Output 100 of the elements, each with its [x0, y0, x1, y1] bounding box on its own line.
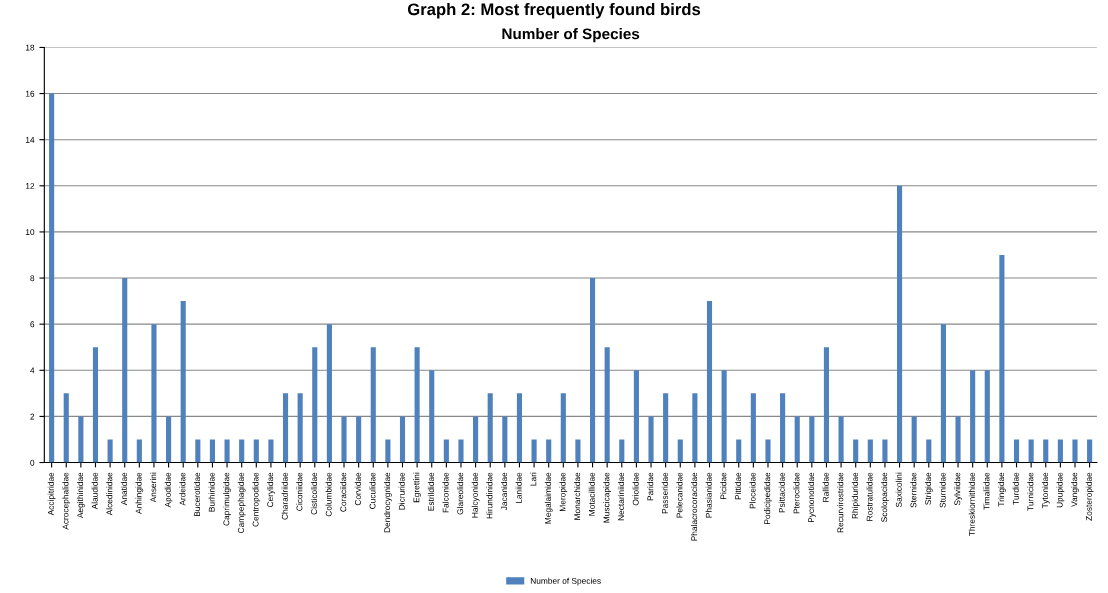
x-tick-label: Alcedinidae [106, 472, 113, 516]
x-tick-label: Egrettini [413, 472, 421, 503]
legend-label: Number of Species [530, 577, 601, 586]
x-tick-label: Ciconiidae [296, 472, 303, 511]
x-tick-label: Laniidae [515, 472, 522, 504]
x-tick-label: Upupidae [1056, 472, 1065, 508]
chart-subtitle: Number of Species [502, 28, 640, 43]
bar [1028, 439, 1034, 463]
bar [955, 416, 961, 463]
x-tick-label: Alaudidae [91, 472, 98, 510]
x-tick-label: Cisticolidae [310, 472, 318, 515]
bar [239, 439, 245, 463]
bar [180, 301, 186, 463]
bar [794, 416, 800, 463]
bar [268, 439, 274, 463]
bar [399, 416, 406, 463]
x-tick-label: Columbidae [325, 472, 332, 517]
x-tick-label: Tringidae [998, 472, 1006, 507]
x-tick-label: Dicruridae [398, 472, 405, 510]
x-tick-label: Paridae [647, 472, 654, 501]
bar [706, 301, 713, 463]
x-tick-label: Aegithinidae [76, 472, 85, 519]
bar [750, 393, 756, 463]
x-tick-label: Glareolidae [457, 472, 464, 515]
bar [1072, 439, 1078, 463]
bar [940, 324, 946, 463]
x-tick-label: Lari [530, 472, 537, 486]
x-tick-label: Scolopacidae [881, 472, 889, 522]
x-tick-label: Oriolidae [632, 472, 639, 506]
bar [809, 416, 815, 463]
x-tick-label: Pelecanidae [676, 472, 683, 518]
bar [648, 416, 654, 463]
bar [356, 416, 362, 463]
bar [487, 393, 493, 463]
bar [1043, 439, 1049, 463]
x-tick-label: Campephagidae [237, 472, 246, 533]
bar [780, 393, 786, 463]
bar [897, 185, 903, 463]
x-tick-label: Pteroclidae [793, 472, 800, 514]
x-tick-label: Phasianidae [705, 472, 712, 518]
bar [984, 370, 990, 463]
bar [473, 416, 479, 463]
x-tick-label: Rhipiduridae [851, 472, 860, 519]
x-tick-label: Nectariniidae [617, 472, 625, 521]
bar [429, 370, 435, 463]
x-tick-label: Saxicolini [895, 472, 902, 508]
bar [546, 439, 552, 463]
bar [1087, 439, 1093, 463]
x-tick-label: Centropodidae [252, 472, 261, 527]
x-tick-label: Psittacidae [778, 472, 785, 513]
x-tick-label: Muscicapidae [603, 472, 612, 523]
x-tick-label: Bucerotidae [193, 472, 201, 517]
bar [49, 93, 55, 463]
y-tick-label: 18 [25, 44, 35, 51]
bar [297, 393, 303, 463]
bar [619, 439, 625, 463]
bar [575, 439, 581, 463]
bar [502, 416, 508, 463]
x-tick-label: Burhinidae [208, 472, 215, 512]
x-tick-label: Rostratulidae [866, 472, 873, 521]
x-tick-label: Passeridae [661, 472, 668, 514]
bar [92, 347, 99, 463]
bar [224, 439, 230, 463]
x-tick-label: Turnicidae [1027, 472, 1034, 511]
y-tick-label: 6 [30, 321, 35, 328]
bar [282, 393, 289, 463]
bar [677, 439, 683, 463]
y-tick-label: 0 [30, 459, 35, 466]
bar [765, 439, 771, 463]
bar [312, 347, 318, 463]
x-tick-label: Timaliidae [983, 472, 990, 510]
bar [853, 439, 859, 463]
y-tick-label: 14 [25, 136, 35, 143]
x-tick-label: Corvidae [354, 472, 361, 506]
x-tick-label: Phalacrocoracidae [691, 472, 698, 541]
x-tick-label: Acrocephalidae [62, 472, 71, 530]
bar [78, 416, 84, 463]
x-tick-label: Sternidae [910, 472, 917, 508]
x-tick-label: Halcyonidae [471, 472, 480, 518]
bar [122, 278, 128, 463]
y-tick-label: 16 [25, 90, 35, 97]
x-tick-label: Apodidae [164, 472, 173, 508]
bar [253, 439, 259, 463]
bar [195, 439, 201, 463]
bar [136, 439, 142, 463]
x-tick-label: Rallidae [822, 472, 829, 502]
bar [633, 370, 639, 463]
y-tick-label: 4 [30, 367, 35, 374]
x-tick-label: Pittidae [734, 472, 741, 500]
x-tick-label: Jacanidae [500, 472, 508, 511]
bar [166, 416, 172, 463]
x-tick-label: Vangidae [1071, 472, 1079, 507]
x-tick-label: Estrildidae [427, 472, 434, 511]
x-tick-label: Anhingidae [135, 472, 144, 514]
x-tick-label: Zosteropidae [1085, 472, 1094, 521]
bar [370, 347, 376, 463]
y-tick-label: 8 [30, 275, 35, 282]
bar [516, 393, 523, 463]
bar [63, 393, 69, 463]
x-tick-label: Charadriidae [281, 472, 288, 520]
